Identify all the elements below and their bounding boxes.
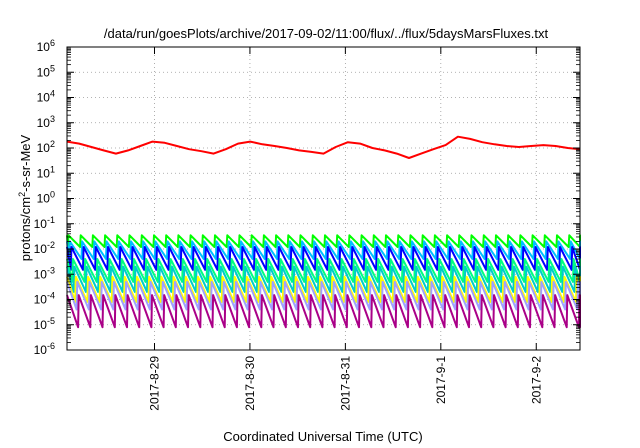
series-line-5 <box>66 258 581 283</box>
series-line-8 <box>66 280 581 311</box>
series-line-9 <box>66 294 581 329</box>
y-tick-label: 101 <box>37 164 55 180</box>
series-line-3 <box>66 240 581 260</box>
y-tick-label: 103 <box>37 114 55 130</box>
x-tick-label: 2017-8-29 <box>147 356 161 411</box>
y-tick-label: 105 <box>37 63 55 79</box>
y-axis-ticks: 10-6 10-5 10-4 10-3 10-2 10-1 100 101 102 103 104 1… <box>34 38 580 357</box>
x-tick-label: 2017-8-30 <box>243 356 257 411</box>
y-tick-label: 10-3 <box>34 265 55 281</box>
series-line-7 <box>66 275 581 303</box>
y-tick-label: 104 <box>37 89 55 105</box>
x-tick-label: 2017-9-2 <box>529 356 543 404</box>
series-line-6 <box>66 265 581 293</box>
series-line-2 <box>66 234 581 248</box>
y-axis-label: protons/cm2-s-sr-MeV <box>17 134 33 261</box>
series-line-4 <box>66 246 581 271</box>
y-tick-label: 10-5 <box>34 316 55 332</box>
y-tick-label: 106 <box>37 38 55 54</box>
chart-title: /data/run/goesPlots/archive/2017-09-02/1… <box>104 26 549 41</box>
series-group <box>66 135 581 329</box>
y-tick-label: 10-2 <box>34 240 55 256</box>
x-axis-label: Coordinated Universal Time (UTC) <box>223 429 422 444</box>
x-axis-ticks: 2017-8-29 2017-8-30 2017-8-31 2017-9-1 2017-… <box>147 47 543 411</box>
x-tick-label: 2017-9-1 <box>434 356 448 404</box>
y-tick-label: 10-6 <box>34 341 55 357</box>
y-tick-label: 100 <box>37 190 55 206</box>
y-tick-label: 10-4 <box>34 291 55 307</box>
y-tick-label: 102 <box>37 139 55 155</box>
x-tick-label: 2017-8-31 <box>338 356 352 411</box>
y-tick-label: 10-1 <box>34 215 55 231</box>
series-line-1 <box>66 135 581 159</box>
